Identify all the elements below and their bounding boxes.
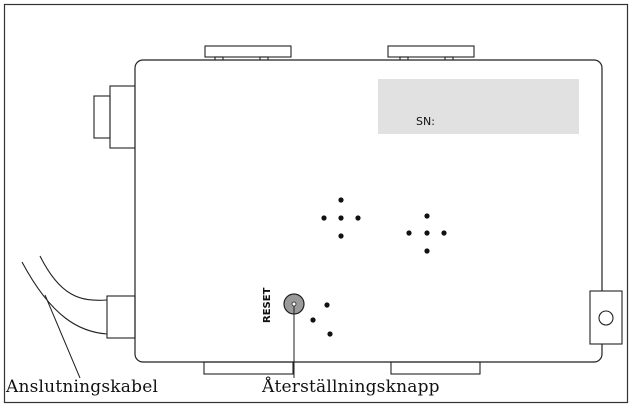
bottom-mount-tab-left	[203, 361, 294, 375]
bottom-mount-tab-right	[390, 361, 481, 375]
diagram-border	[3, 3, 629, 404]
reset-label: RESET	[262, 287, 273, 323]
device-body	[134, 59, 603, 363]
reset-button-label: Återställningsknapp	[262, 377, 440, 397]
speaker-holes-left	[321, 197, 361, 239]
reset-button-icon	[283, 293, 305, 315]
side-connector	[93, 85, 136, 149]
speaker-holes-bottom	[310, 302, 333, 337]
cable-leader-line	[44, 294, 81, 379]
right-connector	[589, 290, 623, 345]
top-mount-tab-left	[204, 45, 292, 62]
cable-label: Anslutningskabel	[6, 377, 159, 397]
top-mount-tab-right	[387, 45, 475, 62]
serial-label-panel	[378, 79, 579, 134]
speaker-holes-right	[406, 213, 447, 254]
connection-cable	[21, 255, 136, 339]
serial-number-label: SN:	[416, 115, 435, 128]
